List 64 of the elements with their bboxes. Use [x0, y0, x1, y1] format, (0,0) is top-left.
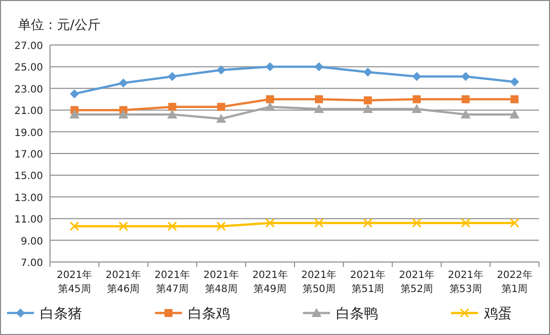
y-tick-label: 17.00 [14, 150, 43, 160]
y-tick-label: 11.00 [14, 214, 43, 226]
point [412, 218, 422, 228]
y-tick-label: 15.00 [14, 171, 43, 182]
point [462, 95, 470, 104]
point [168, 72, 177, 81]
point [216, 221, 226, 231]
point [265, 218, 275, 228]
point [460, 109, 471, 118]
point [168, 221, 177, 231]
point [217, 102, 226, 111]
y-tick-label: 19.00 [14, 128, 43, 139]
point [168, 102, 176, 111]
x-tick-label: 2021年第49周 [251, 269, 289, 297]
point [412, 72, 422, 81]
x-tick-label: 2021年第52周 [398, 269, 436, 297]
point [266, 62, 275, 72]
y-tick-label: 13.00 [14, 192, 43, 204]
point [510, 109, 520, 118]
legend-label: 鸡蛋 [483, 306, 512, 322]
x-tick-label: 2022年第1周 [496, 269, 534, 297]
y-tick-label: 21.00 [14, 106, 43, 118]
x-tick-label: 2021年第47周 [154, 269, 191, 297]
point [70, 89, 79, 98]
point [167, 109, 178, 118]
point [412, 95, 421, 104]
y-axis-title: 单位：元/公斤 [18, 18, 100, 33]
y-tick-label: 23.00 [14, 84, 43, 96]
point [314, 218, 324, 228]
x-tick-label: 2021年第46周 [104, 269, 142, 297]
legend-label: 白条鸡 [188, 306, 230, 322]
point [70, 221, 80, 231]
point [216, 65, 226, 74]
point [412, 104, 422, 114]
legend-label: 白条猪 [40, 306, 82, 322]
y-tick-label: 9.00 [20, 236, 43, 248]
legend-label: 白条鸭 [336, 306, 378, 322]
y-tick-label: 25.00 [14, 62, 43, 74]
point [314, 62, 324, 72]
x-tick-label: 2021年第48周 [202, 269, 240, 297]
point [460, 218, 470, 228]
point [118, 78, 128, 88]
point [510, 95, 519, 104]
x-tick-label: 2021年第50周 [300, 269, 338, 297]
point [510, 218, 520, 228]
point [216, 114, 226, 123]
point [363, 68, 372, 77]
point [266, 95, 274, 104]
point [461, 72, 470, 81]
point [314, 104, 324, 114]
y-tick-label: 7.00 [20, 258, 43, 269]
x-tick-label: 2021年第51周 [349, 269, 387, 297]
x-tick-label: 2021年第53周 [446, 269, 484, 297]
y-tick-label: 27.00 [14, 41, 43, 52]
x-tick-label: 2021年第45周 [56, 269, 94, 297]
point [314, 95, 323, 104]
point [118, 109, 128, 118]
point [363, 218, 373, 228]
point [362, 104, 373, 114]
point [69, 109, 80, 118]
point [118, 221, 128, 231]
point [510, 77, 520, 86]
point [265, 102, 276, 111]
point [364, 96, 372, 104]
